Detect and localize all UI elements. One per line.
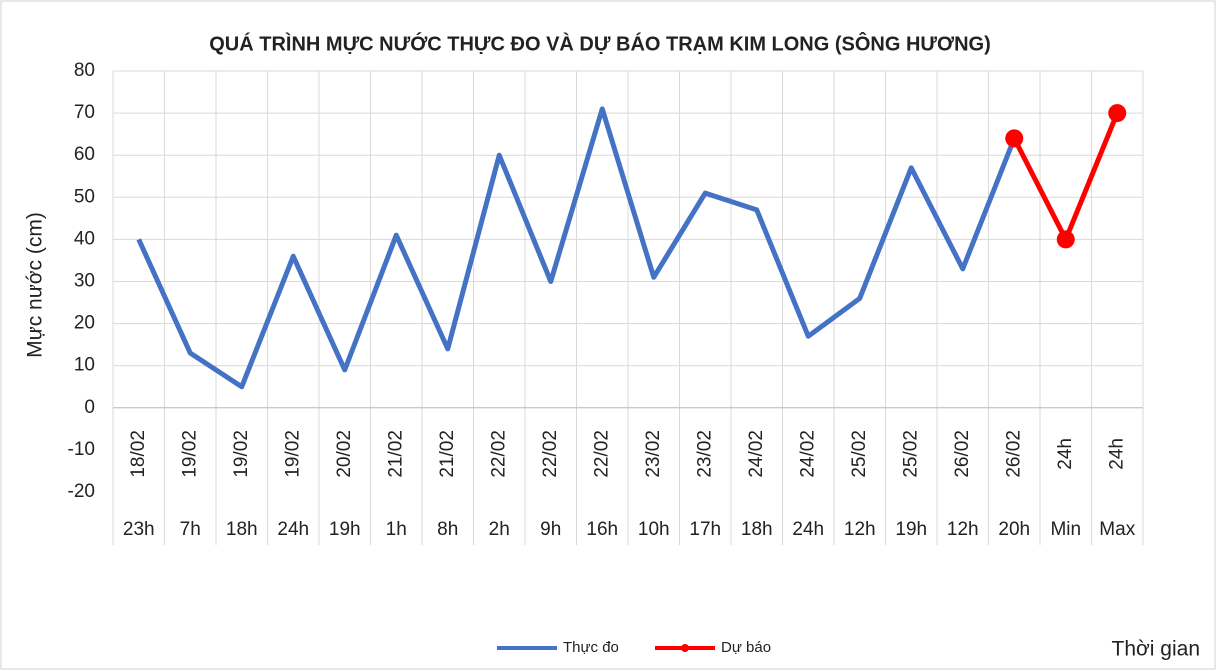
x-tick-label: 9h (540, 519, 561, 540)
x-group-label: 22/02 (591, 430, 612, 478)
legend-marker (681, 644, 689, 652)
x-group-label: 25/02 (849, 430, 870, 478)
x-tick-label: 18h (741, 519, 773, 540)
x-group-label: 19/02 (231, 430, 252, 478)
x-axis-label: Thời gian (1112, 638, 1200, 661)
series-marker (1108, 104, 1127, 123)
x-group-label: 20/02 (334, 430, 355, 478)
legend-label: Thực đo (563, 639, 619, 656)
x-tick-label: 17h (689, 519, 721, 540)
x-tick-label: 7h (180, 519, 201, 540)
x-group-label: 24/02 (746, 430, 767, 478)
x-tick-label: 20h (998, 519, 1030, 540)
y-tick-label: 50 (74, 186, 95, 207)
x-group-label: 24/02 (797, 430, 818, 478)
x-group-label: 25/02 (900, 430, 921, 478)
x-tick-label: 24h (277, 519, 309, 540)
x-group-label: 24h (1106, 438, 1127, 470)
x-tick-label: 19h (329, 519, 361, 540)
x-group-label: 26/02 (1003, 430, 1024, 478)
x-group-label: 23/02 (643, 430, 664, 478)
y-tick-label: -10 (68, 439, 95, 460)
x-group-label: 19/02 (282, 430, 303, 478)
series-line (136, 106, 1017, 390)
x-tick-label: Min (1050, 519, 1081, 540)
y-tick-label: 60 (74, 144, 95, 165)
x-tick-label: 24h (792, 519, 824, 540)
x-tick-label: 16h (586, 519, 618, 540)
x-group-label: 18/02 (128, 430, 149, 478)
x-group-label: 26/02 (952, 430, 973, 478)
y-tick-label: 30 (74, 271, 95, 292)
x-tick-label: 1h (386, 519, 407, 540)
y-tick-label: 0 (84, 397, 95, 418)
chart-title: QUÁ TRÌNH MỰC NƯỚC THỰC ĐO VÀ DỰ BÁO TRẠ… (209, 31, 990, 55)
x-tick-label: Max (1099, 519, 1135, 540)
x-tick-label: 8h (437, 519, 458, 540)
x-group-label: 22/02 (540, 430, 561, 478)
y-tick-label: 20 (74, 313, 95, 334)
y-tick-label: 80 (74, 60, 95, 81)
x-tick-label: 10h (638, 519, 670, 540)
x-group-label: 19/02 (179, 430, 200, 478)
y-axis-label: Mực nước (cm) (24, 212, 47, 358)
x-tick-label: 19h (895, 519, 927, 540)
x-group-label: 23/02 (694, 430, 715, 478)
y-tick-label: 70 (74, 102, 95, 123)
legend-label: Dự báo (721, 639, 771, 656)
x-group-label: 24h (1055, 438, 1076, 470)
x-group-label: 22/02 (488, 430, 509, 478)
series-marker (1005, 129, 1024, 148)
x-tick-label: 12h (947, 519, 979, 540)
y-tick-label: 40 (74, 228, 95, 249)
x-tick-label: 18h (226, 519, 258, 540)
y-tick-label: -20 (68, 481, 95, 502)
x-group-label: 21/02 (385, 430, 406, 478)
x-tick-label: 23h (123, 519, 155, 540)
x-group-label: 21/02 (437, 430, 458, 478)
x-tick-label: 12h (844, 519, 876, 540)
x-tick-label: 2h (489, 519, 510, 540)
y-tick-label: 10 (74, 355, 95, 376)
series-marker (1056, 230, 1075, 249)
